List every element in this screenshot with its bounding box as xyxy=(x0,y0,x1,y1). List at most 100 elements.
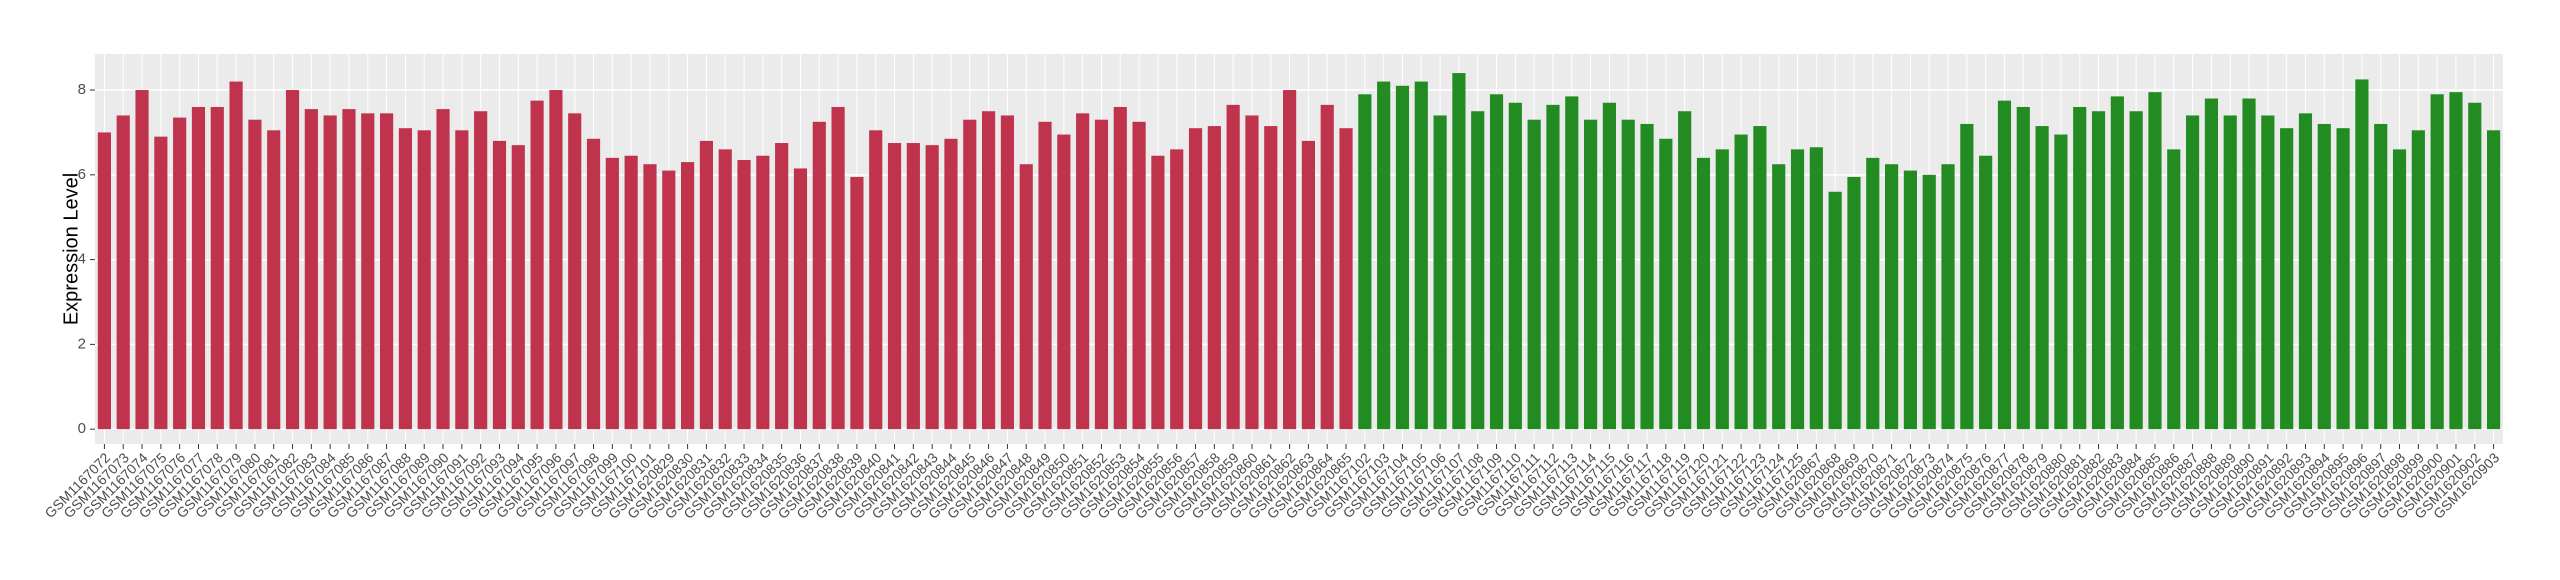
bar xyxy=(1828,191,1842,430)
bar xyxy=(1433,115,1447,430)
bar xyxy=(944,138,958,430)
bar xyxy=(530,100,544,430)
bar xyxy=(643,164,657,430)
bar xyxy=(2430,94,2444,430)
bar xyxy=(1339,128,1353,430)
bar xyxy=(1997,100,2012,430)
bar xyxy=(191,106,206,430)
bar xyxy=(2186,115,2200,430)
bar xyxy=(1207,126,1221,430)
bar xyxy=(2487,130,2501,430)
bar xyxy=(1471,111,1485,430)
y-tick-label: 8 xyxy=(78,81,86,98)
bar xyxy=(963,119,977,430)
bar xyxy=(248,119,262,430)
bar xyxy=(2204,98,2218,430)
bar xyxy=(1301,140,1315,430)
bar xyxy=(1960,123,1974,430)
bar xyxy=(342,109,356,430)
bar xyxy=(1358,94,1372,430)
bar xyxy=(1245,115,1259,430)
bar xyxy=(2411,130,2425,430)
bar xyxy=(1320,104,1334,430)
bar xyxy=(380,113,394,430)
bar xyxy=(850,176,864,430)
bar xyxy=(1395,85,1410,430)
bar xyxy=(2242,98,2256,430)
bar xyxy=(1132,121,1146,430)
bar xyxy=(549,90,563,430)
bar xyxy=(436,109,450,430)
bar xyxy=(1188,128,1203,430)
bar xyxy=(1640,123,1654,430)
bar xyxy=(267,130,281,430)
bar xyxy=(1885,164,1899,430)
bar xyxy=(135,90,149,430)
bar xyxy=(756,155,770,430)
bar xyxy=(116,115,130,430)
bar xyxy=(1753,126,1767,430)
bar xyxy=(285,90,300,430)
bar xyxy=(2392,149,2407,430)
bar xyxy=(2073,106,2087,430)
bar xyxy=(2317,123,2331,430)
bar xyxy=(173,117,187,430)
bar xyxy=(1226,104,1240,430)
bar xyxy=(1527,119,1541,430)
bar xyxy=(1094,119,1109,430)
bar xyxy=(1809,147,1823,430)
bar xyxy=(2468,102,2482,430)
bar xyxy=(2280,128,2294,430)
bar xyxy=(2035,126,2049,430)
bar xyxy=(1170,149,1184,430)
bar xyxy=(154,136,168,430)
y-tick-label: 4 xyxy=(78,251,86,268)
bar xyxy=(1790,149,1805,430)
bar xyxy=(2374,123,2388,430)
bar xyxy=(2016,106,2030,430)
bar xyxy=(812,121,826,430)
bar xyxy=(97,132,111,430)
bar xyxy=(605,157,619,430)
bar xyxy=(662,170,676,430)
bar xyxy=(492,140,507,430)
bar xyxy=(1565,96,1579,430)
y-tick-label: 0 xyxy=(78,420,86,437)
bar xyxy=(718,149,732,430)
bar xyxy=(1019,164,1033,430)
bar xyxy=(2148,92,2162,430)
bar xyxy=(1414,81,1428,430)
bar xyxy=(681,162,695,430)
bar xyxy=(1038,121,1052,430)
bar xyxy=(1000,115,1014,430)
bar xyxy=(2355,79,2369,430)
bar xyxy=(1151,155,1165,430)
bar xyxy=(455,130,469,430)
bar xyxy=(1941,164,1955,430)
bar xyxy=(925,145,939,430)
bar xyxy=(417,130,431,430)
bar xyxy=(304,109,318,430)
bar xyxy=(624,155,638,430)
bar xyxy=(1283,90,1297,430)
bar xyxy=(1076,113,1090,430)
bar xyxy=(323,115,337,430)
bar xyxy=(511,145,525,430)
bar xyxy=(831,106,845,430)
bar xyxy=(1715,149,1729,430)
bar xyxy=(2223,115,2237,430)
bar xyxy=(982,111,996,430)
bar xyxy=(1696,157,1711,430)
bar xyxy=(398,128,412,430)
y-tick-label: 2 xyxy=(78,335,86,352)
bar xyxy=(1903,170,1917,430)
bar xyxy=(1508,102,1522,430)
bar xyxy=(1264,126,1278,430)
bar xyxy=(2298,113,2313,430)
bar xyxy=(1772,164,1786,430)
bar xyxy=(1734,134,1748,430)
bar xyxy=(1621,119,1635,430)
bar xyxy=(737,159,751,430)
y-tick-label: 6 xyxy=(78,166,86,183)
